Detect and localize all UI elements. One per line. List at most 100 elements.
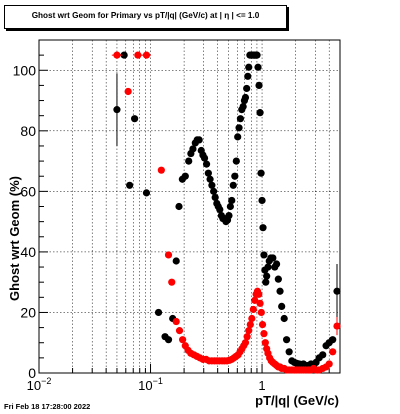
y-tick-label: 80	[20, 123, 36, 139]
data-point-red	[248, 314, 256, 323]
data-point-red	[168, 278, 176, 286]
data-point-black	[202, 160, 211, 168]
data-point-black	[260, 251, 268, 259]
data-point-black	[229, 181, 237, 189]
data-point-black	[258, 196, 266, 205]
data-point-red	[241, 339, 250, 347]
data-point-red	[157, 166, 165, 174]
data-point-black	[204, 169, 212, 177]
data-point-black	[269, 254, 277, 262]
data-point-black	[210, 187, 218, 195]
x-axis-title: pT/|q| (GeV/c)	[255, 393, 339, 408]
data-point-black	[211, 193, 219, 202]
data-point-black	[257, 169, 265, 177]
data-point-black	[329, 336, 337, 344]
y-tick-label: 40	[20, 244, 36, 260]
data-point-red	[251, 296, 259, 304]
data-point-red	[142, 51, 151, 59]
data-point-black	[243, 84, 251, 93]
data-point-black	[120, 51, 128, 59]
timestamp-label: Fri Feb 18 17:28:00 2022	[4, 402, 91, 411]
data-point-black	[232, 157, 240, 165]
data-point-black	[259, 224, 267, 232]
grid-layer	[39, 40, 340, 373]
data-point-black	[189, 145, 197, 153]
data-point-red	[113, 51, 121, 59]
data-point-red	[256, 299, 264, 307]
data-point-black	[244, 72, 252, 80]
data-point-black	[333, 287, 341, 295]
plot-frame	[38, 39, 341, 374]
data-point-red	[243, 333, 251, 341]
data-point-black	[278, 302, 286, 310]
data-point-black	[126, 181, 134, 189]
data-point-black	[263, 272, 271, 280]
data-point-black	[241, 93, 250, 102]
data-point-black	[254, 63, 262, 71]
data-point-black	[276, 287, 284, 295]
data-point-black	[319, 351, 327, 359]
data-point-black	[216, 205, 224, 214]
eta-symbol: η	[224, 11, 230, 20]
data-point-black	[181, 172, 189, 180]
data-point-black	[272, 260, 281, 268]
data-point-red	[124, 87, 132, 96]
data-point-black	[142, 189, 151, 197]
data-point-black	[235, 124, 243, 132]
data-point-black	[228, 196, 236, 205]
data-point-red	[258, 320, 267, 329]
data-point-black	[131, 115, 139, 123]
x-tick-label: 1	[258, 378, 265, 393]
data-point-black	[264, 263, 272, 271]
data-point-black	[154, 308, 163, 317]
chart-title-suffix: | <= 1.0	[231, 11, 260, 20]
data-point-black	[285, 348, 293, 356]
data-point-black	[236, 115, 245, 123]
data-point-black	[200, 154, 209, 162]
data-point-black	[231, 172, 239, 180]
series-black-points	[113, 51, 341, 370]
data-point-black	[274, 275, 282, 283]
chart-title: Ghost wrt Geom for Primary vs pT/|q| (Ge…	[5, 11, 286, 20]
y-axis-title: Ghost wrt Geom (%)	[7, 176, 22, 301]
data-point-black	[239, 103, 247, 111]
data-point-black	[206, 175, 214, 183]
data-point-red	[249, 305, 257, 314]
data-point-red	[333, 322, 341, 330]
data-point-red	[172, 317, 180, 326]
x-tick-label: 10−2	[27, 376, 52, 393]
chart-title-prefix: Ghost wrt Geom for Primary vs pT/|q| (Ge…	[31, 11, 222, 20]
data-point-black	[255, 81, 263, 90]
data-point-red	[134, 51, 142, 59]
data-point-red	[329, 348, 337, 356]
data-point-red	[175, 327, 184, 335]
data-point-black	[253, 51, 261, 59]
y-tick-label: 100	[13, 62, 37, 78]
data-point-black	[226, 202, 234, 211]
tick-label-layer: 0 20 40 60 80 100 10−2 10−1 1	[13, 62, 266, 393]
data-point-black	[282, 336, 291, 344]
data-point-red	[246, 320, 254, 329]
data-point-black	[195, 136, 203, 144]
data-point-red	[261, 339, 269, 347]
data-point-red	[245, 327, 253, 335]
data-point-black	[208, 181, 216, 189]
data-point-red	[255, 290, 263, 298]
y-tick-label: 20	[20, 304, 36, 320]
data-point-black	[113, 106, 121, 114]
data-point-red	[257, 308, 265, 317]
data-point-black	[225, 211, 233, 220]
data-point-black	[234, 133, 242, 141]
data-point-black	[185, 157, 193, 165]
y-tick-label: 60	[20, 183, 36, 199]
data-point-red	[325, 360, 333, 368]
data-point-black	[256, 109, 264, 117]
y-tick-label: 0	[28, 365, 36, 381]
data-point-black	[172, 257, 180, 265]
data-point-red	[164, 251, 173, 259]
data-point-black	[280, 314, 288, 323]
data-point-black	[175, 202, 183, 211]
title-box: Ghost wrt Geom for Primary vs pT/|q| (Ge…	[4, 5, 287, 29]
data-point-black	[262, 278, 270, 286]
